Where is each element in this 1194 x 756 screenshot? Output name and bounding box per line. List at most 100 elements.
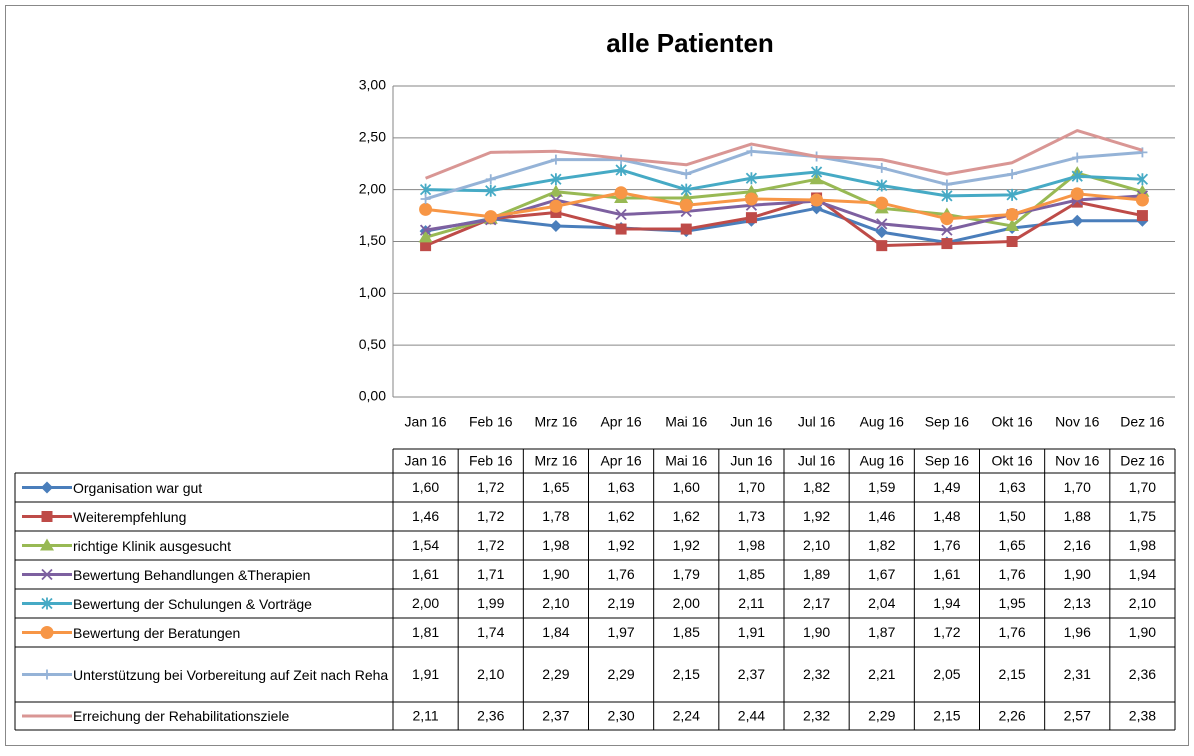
y-tick-label: 0,00 — [359, 388, 386, 404]
y-tick-label: 2,50 — [359, 129, 386, 145]
table-value: 1,97 — [607, 624, 634, 640]
x-tick-label: Feb 16 — [469, 414, 513, 430]
marker — [550, 154, 561, 165]
table-value: 1,98 — [738, 537, 765, 553]
table-value: 2,11 — [738, 595, 764, 611]
table-value: 1,59 — [868, 479, 895, 495]
legend-label: Bewertung der Schulungen & Vorträge — [73, 595, 312, 612]
table-value: 2,24 — [673, 708, 700, 724]
chart-border — [5, 5, 1189, 746]
table-header: Feb 16 — [469, 453, 513, 469]
table-value: 2,37 — [542, 708, 569, 724]
table-value: 1,82 — [803, 479, 830, 495]
table-value: 2,05 — [933, 666, 960, 682]
legend-label-box: Weiterempfehlung — [73, 508, 187, 525]
table-header: Jun 16 — [730, 453, 772, 469]
marker — [549, 219, 562, 232]
marker — [41, 511, 53, 522]
table-value: 1,73 — [738, 508, 765, 524]
table-value: 2,15 — [933, 708, 960, 724]
marker — [1136, 210, 1148, 222]
table-value: 1,89 — [803, 566, 830, 582]
series — [419, 163, 1149, 202]
table-value: 1,90 — [1129, 624, 1156, 640]
marker — [876, 218, 888, 230]
marker — [680, 223, 692, 235]
table-value: 1,99 — [477, 595, 504, 611]
table-value: 2,04 — [868, 595, 895, 611]
table-value: 2,13 — [1064, 595, 1091, 611]
table-value: 1,78 — [542, 508, 569, 524]
marker — [615, 208, 627, 221]
table-value: 1,61 — [412, 566, 439, 582]
legend-key — [22, 538, 72, 551]
marker — [1071, 170, 1083, 183]
marker — [615, 163, 627, 176]
marker — [40, 626, 54, 639]
table-header: Apr 16 — [600, 453, 641, 469]
marker — [744, 192, 758, 206]
marker — [420, 193, 431, 204]
table-value: 1,65 — [542, 479, 569, 495]
legend-label: Organisation war gut — [73, 479, 203, 496]
table-value: 1,46 — [412, 508, 439, 524]
table-header: Mai 16 — [665, 453, 707, 469]
table-value: 1,62 — [673, 508, 700, 524]
y-tick-label: 1,00 — [359, 284, 386, 300]
legend-label: Weiterempfehlung — [73, 508, 187, 525]
legend-label-box: Organisation war gut — [73, 479, 203, 496]
table-value: 1,85 — [673, 624, 700, 640]
marker — [1071, 214, 1084, 227]
marker — [941, 238, 953, 250]
marker — [418, 230, 433, 243]
marker — [1005, 208, 1019, 222]
marker — [876, 162, 887, 173]
table-value: 2,11 — [412, 708, 438, 724]
table-value: 1,62 — [607, 508, 634, 524]
data-table: Jan 16 Feb 16 Mrz 16 Apr 16 Mai 16 Jun 16 Jul … — [14, 448, 1176, 731]
legend-label-box: Bewertung Behandlungen &Therapien — [73, 567, 310, 583]
x-tick-label: Jan 16 — [405, 414, 447, 430]
legend-key — [22, 481, 72, 494]
table-value: 1,70 — [1129, 479, 1156, 495]
x-tick-label: Apr 16 — [600, 414, 641, 430]
table-value: 1,96 — [1064, 624, 1091, 640]
table-value: 2,31 — [1064, 666, 1091, 682]
series — [419, 186, 1149, 226]
table-value: 1,46 — [868, 508, 895, 524]
marker — [419, 202, 433, 216]
table-value: 1,90 — [542, 566, 569, 582]
marker — [485, 174, 496, 185]
table-value: 1,85 — [738, 566, 765, 582]
table-header: Aug 16 — [860, 453, 905, 469]
table-value: 1,98 — [542, 537, 569, 553]
legend-label-box: Bewertung der Schulungen & Vorträge — [73, 595, 312, 612]
marker — [40, 538, 54, 551]
x-tick-label: Jul 16 — [798, 414, 836, 430]
marker — [681, 169, 692, 180]
marker — [41, 568, 53, 581]
table-value: 1,48 — [933, 508, 960, 524]
marker — [875, 196, 889, 210]
marker — [1070, 187, 1084, 201]
series-line — [425, 206, 1143, 245]
marker — [549, 199, 563, 213]
table-value: 2,17 — [803, 595, 830, 611]
table-value: 1,92 — [673, 537, 700, 553]
x-tick-label: Sep 16 — [925, 414, 970, 430]
marker — [745, 172, 758, 185]
table-value: 1,76 — [607, 566, 634, 582]
table-value: 1,76 — [998, 624, 1025, 640]
table-value: 1,72 — [933, 624, 960, 640]
table-value: 1,63 — [998, 479, 1025, 495]
table-value: 2,15 — [673, 666, 700, 682]
table-value: 1,84 — [542, 624, 569, 640]
marker — [1135, 193, 1149, 207]
marker — [1072, 152, 1083, 163]
table-header: Nov 16 — [1055, 453, 1100, 469]
table-value: 1,91 — [412, 666, 439, 682]
marker — [419, 183, 432, 196]
marker — [614, 186, 628, 200]
marker — [550, 173, 562, 186]
